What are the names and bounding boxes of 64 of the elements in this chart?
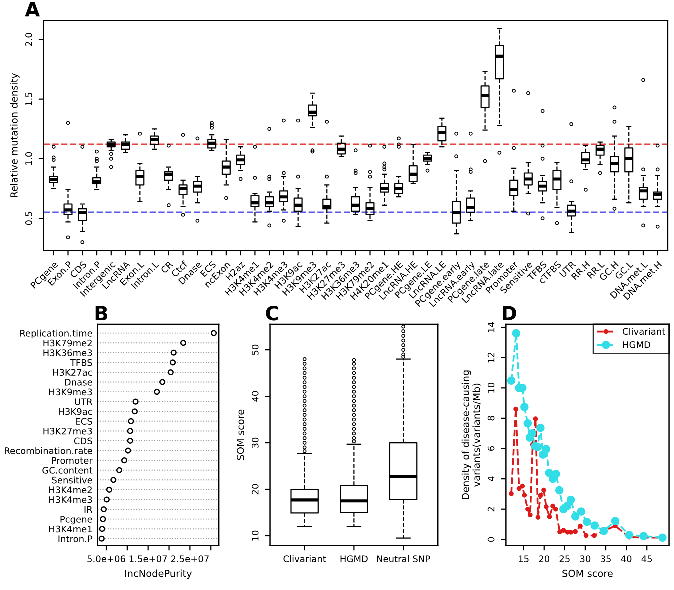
y-tick-label: Sensitive	[52, 476, 92, 484]
chart-title: C	[266, 306, 278, 321]
y-tick-label: 8	[488, 416, 495, 421]
x-tick-label: 5.0e+06	[88, 556, 126, 562]
x-tick-label: 20	[539, 556, 550, 562]
y-tick-label: H3K4me1	[49, 526, 92, 533]
y-tick-label: UTR	[75, 398, 93, 406]
y-tick-label: Promoter	[52, 457, 93, 464]
y-tick-label: Recombination.rate	[5, 447, 92, 454]
y-tick-label: 0	[488, 537, 495, 542]
y-tick-label: 0.5	[26, 212, 32, 226]
y-tick-label: ECS	[76, 418, 92, 425]
y-axis-title: Relative mutation density	[10, 73, 20, 198]
y-tick-label: 10	[488, 383, 495, 393]
y-tick-label: H3K4me3	[49, 496, 92, 504]
x-tick-label: 45	[642, 556, 652, 562]
chart-title: A	[25, 2, 40, 17]
y-tick-label: Dnase	[65, 379, 92, 386]
x-tick-label: 15	[519, 556, 529, 562]
y-tick-label: Pcgene	[60, 516, 92, 525]
x-tick-label: HGMD	[340, 556, 368, 562]
y-axis-title: SOM score	[237, 410, 244, 460]
y-tick-label: CDS	[74, 438, 92, 445]
x-tick-label: 1.5e+07	[130, 556, 168, 562]
y-tick-label: 4	[488, 476, 495, 482]
y-tick-label: 1.5	[26, 92, 32, 106]
x-tick-label: 25	[560, 556, 570, 562]
x-tick-label: 2.5e+07	[171, 556, 209, 562]
chart-title: B	[96, 306, 108, 320]
x-tick-label: CR	[160, 260, 174, 274]
y-axis-title: Density of disease-causing variants(variants/Mb)	[462, 370, 482, 500]
legend-label: HGMD	[623, 342, 650, 348]
chart-title: D	[503, 306, 516, 320]
y-tick-label: IR	[84, 506, 93, 513]
y-tick-label: 50	[252, 344, 259, 356]
y-tick-label: H3K9me3	[49, 388, 92, 396]
y-tick-label: H3K4me2	[49, 486, 92, 494]
y-tick-label: H3K27me3	[44, 428, 92, 435]
x-tick-label: 30	[580, 556, 591, 562]
y-tick-label: 1.0	[26, 152, 32, 166]
y-tick-label: 6	[488, 446, 495, 452]
x-tick-label: 40	[621, 556, 632, 562]
x-tick-label: Clivariant	[284, 555, 326, 562]
y-tick-label: TFBS	[70, 359, 92, 366]
y-tick-label: GC.content	[42, 467, 93, 474]
y-tick-label: 2	[488, 507, 495, 512]
legend-label: Clivariant	[622, 328, 666, 336]
y-tick-label: 10	[252, 530, 259, 541]
y-tick-label: H3K9ac	[59, 408, 92, 416]
y-tick-label: 14	[488, 322, 495, 332]
y-tick-label: 30	[252, 438, 259, 448]
x-tick-label: 35	[600, 556, 611, 562]
y-tick-label: H3K79me2	[44, 340, 92, 347]
y-tick-label: 2.0	[26, 33, 32, 46]
y-tick-label: 20	[252, 484, 259, 495]
y-tick-label: 12	[488, 353, 495, 363]
x-tick-label: Neutral SNP	[377, 555, 430, 562]
y-tick-label: H3K27ac	[53, 369, 92, 376]
y-tick-label: 40	[252, 391, 259, 402]
x-axis-title: IncNodePurity	[125, 570, 192, 580]
y-tick-label: H3K36me3	[44, 350, 92, 356]
x-axis-title: SOM score	[562, 570, 613, 578]
y-tick-label: Replication.time	[20, 330, 92, 339]
y-tick-label: Intron.P	[58, 536, 93, 542]
